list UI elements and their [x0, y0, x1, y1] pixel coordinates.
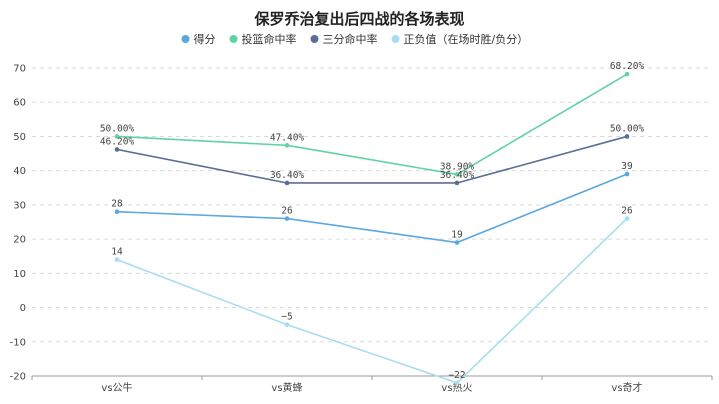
data-labels: 28 26 19 39 50.00% 47.40% 38.90% 68.20% 46.20% 36… — [100, 61, 645, 381]
legend-marker — [391, 35, 400, 43]
data-point[interactable] — [284, 322, 290, 327]
data-label: 47.40% — [270, 132, 305, 143]
x-tick-label: vs黄蜂 — [271, 381, 302, 394]
legend-label: 正负值（在场时胜/负分） — [404, 32, 529, 46]
x-tick-label: vs热火 — [441, 381, 472, 394]
y-tick-label: 10 — [13, 269, 26, 280]
data-point[interactable] — [454, 240, 460, 245]
y-tick-label: 30 — [13, 200, 26, 211]
grid — [32, 67, 712, 377]
series-line — [116, 73, 628, 176]
y-tick-label: 0 — [20, 303, 26, 314]
data-label: 46.20% — [100, 136, 135, 147]
chart-title: 保罗乔治复出后四战的各场表现 — [253, 10, 464, 28]
data-label: 26 — [621, 206, 633, 217]
y-tick-label: 60 — [13, 98, 26, 109]
y-tick-label: -10 — [10, 337, 26, 348]
data-label: 19 — [451, 230, 463, 241]
data-point[interactable] — [624, 171, 630, 177]
series-group — [114, 71, 630, 386]
data-label: −22 — [448, 370, 465, 381]
data-label: −5 — [281, 312, 292, 323]
legend-label: 得分 — [194, 33, 216, 46]
data-point[interactable] — [114, 147, 120, 152]
y-tick-label: -20 — [10, 372, 26, 383]
legend-item[interactable]: 投篮命中率 — [229, 32, 297, 46]
legend: 得分 投篮命中率 三分命中率 正负值（在场时胜/负分） — [181, 32, 529, 46]
data-point[interactable] — [114, 257, 120, 262]
data-point[interactable] — [454, 180, 460, 186]
series-line — [116, 173, 628, 244]
legend-marker — [310, 35, 319, 43]
legend-label: 投篮命中率 — [242, 32, 297, 46]
legend-marker — [229, 35, 238, 43]
legend-item[interactable]: 三分命中率 — [310, 32, 378, 46]
legend-label: 三分命中率 — [323, 32, 378, 46]
series-line — [116, 135, 628, 184]
data-label: 68.20% — [610, 61, 645, 72]
data-label: 28 — [111, 199, 123, 210]
data-point[interactable] — [624, 216, 630, 221]
data-point[interactable] — [624, 134, 630, 139]
data-label: 50.00% — [100, 123, 135, 134]
data-point[interactable] — [624, 71, 630, 77]
data-label: 36.40% — [440, 170, 475, 181]
data-point[interactable] — [454, 380, 460, 386]
series-line — [116, 218, 628, 384]
data-point[interactable] — [114, 209, 120, 215]
x-tick-label: vs奇才 — [611, 381, 642, 394]
data-label: 38.90% — [440, 161, 475, 172]
x-tick-label: vs公牛 — [101, 381, 132, 394]
data-point[interactable] — [454, 172, 460, 177]
data-label: 36.40% — [270, 170, 305, 181]
y-tick-label: 20 — [13, 235, 26, 246]
legend-item[interactable]: 正负值（在场时胜/负分） — [391, 32, 529, 46]
data-label: 50.00% — [610, 123, 645, 134]
data-point[interactable] — [284, 143, 290, 148]
data-label: 39 — [621, 161, 633, 172]
legend-item[interactable]: 得分 — [181, 33, 216, 46]
x-axis: vs公牛 vs黄蜂 vs热火 vs奇才 — [31, 375, 713, 394]
y-axis: -20 -10 0 10 20 30 40 50 60 70 — [10, 64, 26, 383]
data-point[interactable] — [284, 180, 290, 186]
data-point[interactable] — [284, 216, 290, 221]
y-tick-label: 50 — [13, 132, 26, 143]
y-tick-label: 70 — [13, 64, 26, 75]
legend-marker — [181, 35, 190, 43]
data-point[interactable] — [114, 134, 120, 139]
data-label: 26 — [281, 206, 293, 217]
data-label: 14 — [111, 247, 123, 258]
y-tick-label: 40 — [13, 166, 26, 177]
